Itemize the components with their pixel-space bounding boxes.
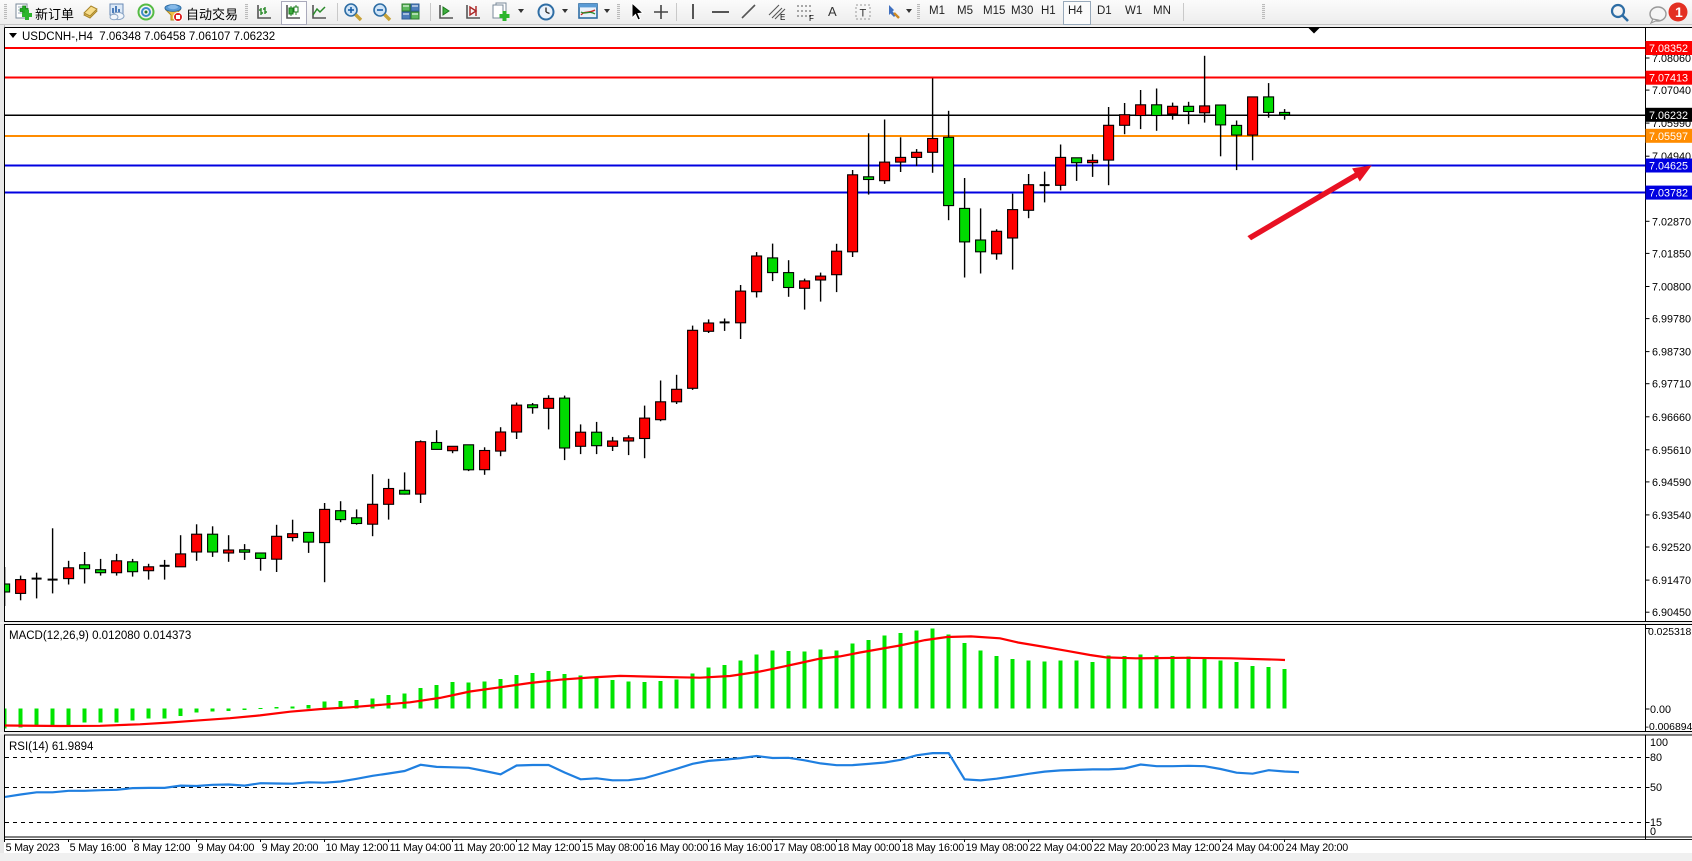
svg-text:7.01850: 7.01850 <box>1652 248 1691 260</box>
svg-text:0.025318: 0.025318 <box>1648 627 1692 638</box>
svg-text:18 May 16:00: 18 May 16:00 <box>902 842 965 854</box>
svg-text:100: 100 <box>1650 737 1668 749</box>
svg-text:7.08060: 7.08060 <box>1652 53 1691 65</box>
svg-text:7.05597: 7.05597 <box>1649 131 1688 143</box>
svg-text:7.07413: 7.07413 <box>1649 73 1688 85</box>
svg-text:9 May 04:00: 9 May 04:00 <box>198 842 255 854</box>
svg-text:10 May 12:00: 10 May 12:00 <box>326 842 389 854</box>
svg-text:7.07040: 7.07040 <box>1652 85 1691 97</box>
svg-text:5 May 2023: 5 May 2023 <box>6 842 60 854</box>
svg-text:6.92520: 6.92520 <box>1652 542 1691 554</box>
svg-text:9 May 20:00: 9 May 20:00 <box>262 842 319 854</box>
svg-text:T: T <box>860 8 867 20</box>
svg-text:80: 80 <box>1650 752 1662 764</box>
svg-text:15: 15 <box>1650 817 1662 829</box>
svg-text:RSI(14) 61.9894: RSI(14) 61.9894 <box>9 741 94 753</box>
svg-text:-0.006894: -0.006894 <box>1646 722 1692 733</box>
svg-text:7.02870: 7.02870 <box>1652 216 1691 228</box>
svg-text:USDCNH-,H4 7.06348 7.06458 7.: USDCNH-,H4 7.06348 7.06458 7.06107 7.062… <box>22 31 275 43</box>
svg-text:E: E <box>780 13 785 22</box>
svg-text:12 May 12:00: 12 May 12:00 <box>518 842 581 854</box>
svg-text:15 May 08:00: 15 May 08:00 <box>582 842 645 854</box>
svg-text:MACD(12,26,9) 0.012080 0.01437: MACD(12,26,9) 0.012080 0.014373 <box>9 630 191 642</box>
svg-text:6.96660: 6.96660 <box>1652 412 1691 424</box>
svg-text:50: 50 <box>1650 782 1662 794</box>
svg-text:6.90450: 6.90450 <box>1652 607 1691 619</box>
svg-text:1: 1 <box>1675 4 1683 20</box>
svg-text:24 May 20:00: 24 May 20:00 <box>1286 842 1349 854</box>
svg-text:6.97710: 6.97710 <box>1652 379 1691 391</box>
svg-text:23 May 12:00: 23 May 12:00 <box>1158 842 1221 854</box>
svg-text:24 May 04:00: 24 May 04:00 <box>1222 842 1285 854</box>
svg-text:16 May 16:00: 16 May 16:00 <box>710 842 773 854</box>
svg-text:0: 0 <box>1650 826 1656 838</box>
svg-text:7.04625: 7.04625 <box>1649 161 1688 173</box>
svg-text:6.91470: 6.91470 <box>1652 575 1691 587</box>
svg-text:0.00: 0.00 <box>1650 704 1671 716</box>
svg-text:11 May 20:00: 11 May 20:00 <box>454 842 516 854</box>
svg-text:22 May 04:00: 22 May 04:00 <box>1030 842 1093 854</box>
svg-text:6.94590: 6.94590 <box>1652 477 1691 489</box>
svg-text:6.95610: 6.95610 <box>1652 445 1691 457</box>
svg-text:11 May 04:00: 11 May 04:00 <box>390 842 452 854</box>
svg-text:17 May 08:00: 17 May 08:00 <box>774 842 837 854</box>
svg-text:7.00800: 7.00800 <box>1652 282 1691 294</box>
svg-text:6.93540: 6.93540 <box>1652 510 1691 522</box>
svg-text:19 May 08:00: 19 May 08:00 <box>966 842 1029 854</box>
svg-text:18 May 00:00: 18 May 00:00 <box>838 842 901 854</box>
svg-text:6.99780: 6.99780 <box>1652 314 1691 326</box>
svg-text:7.08352: 7.08352 <box>1649 43 1688 55</box>
svg-text:16 May 00:00: 16 May 00:00 <box>646 842 709 854</box>
svg-text:F: F <box>809 14 814 22</box>
svg-text:22 May 20:00: 22 May 20:00 <box>1094 842 1157 854</box>
svg-text:7.06232: 7.06232 <box>1649 110 1688 122</box>
svg-text:5 May 16:00: 5 May 16:00 <box>70 842 127 854</box>
svg-text:6.98730: 6.98730 <box>1652 347 1691 359</box>
svg-text:7.03782: 7.03782 <box>1649 188 1688 200</box>
svg-text:8 May 12:00: 8 May 12:00 <box>134 842 191 854</box>
